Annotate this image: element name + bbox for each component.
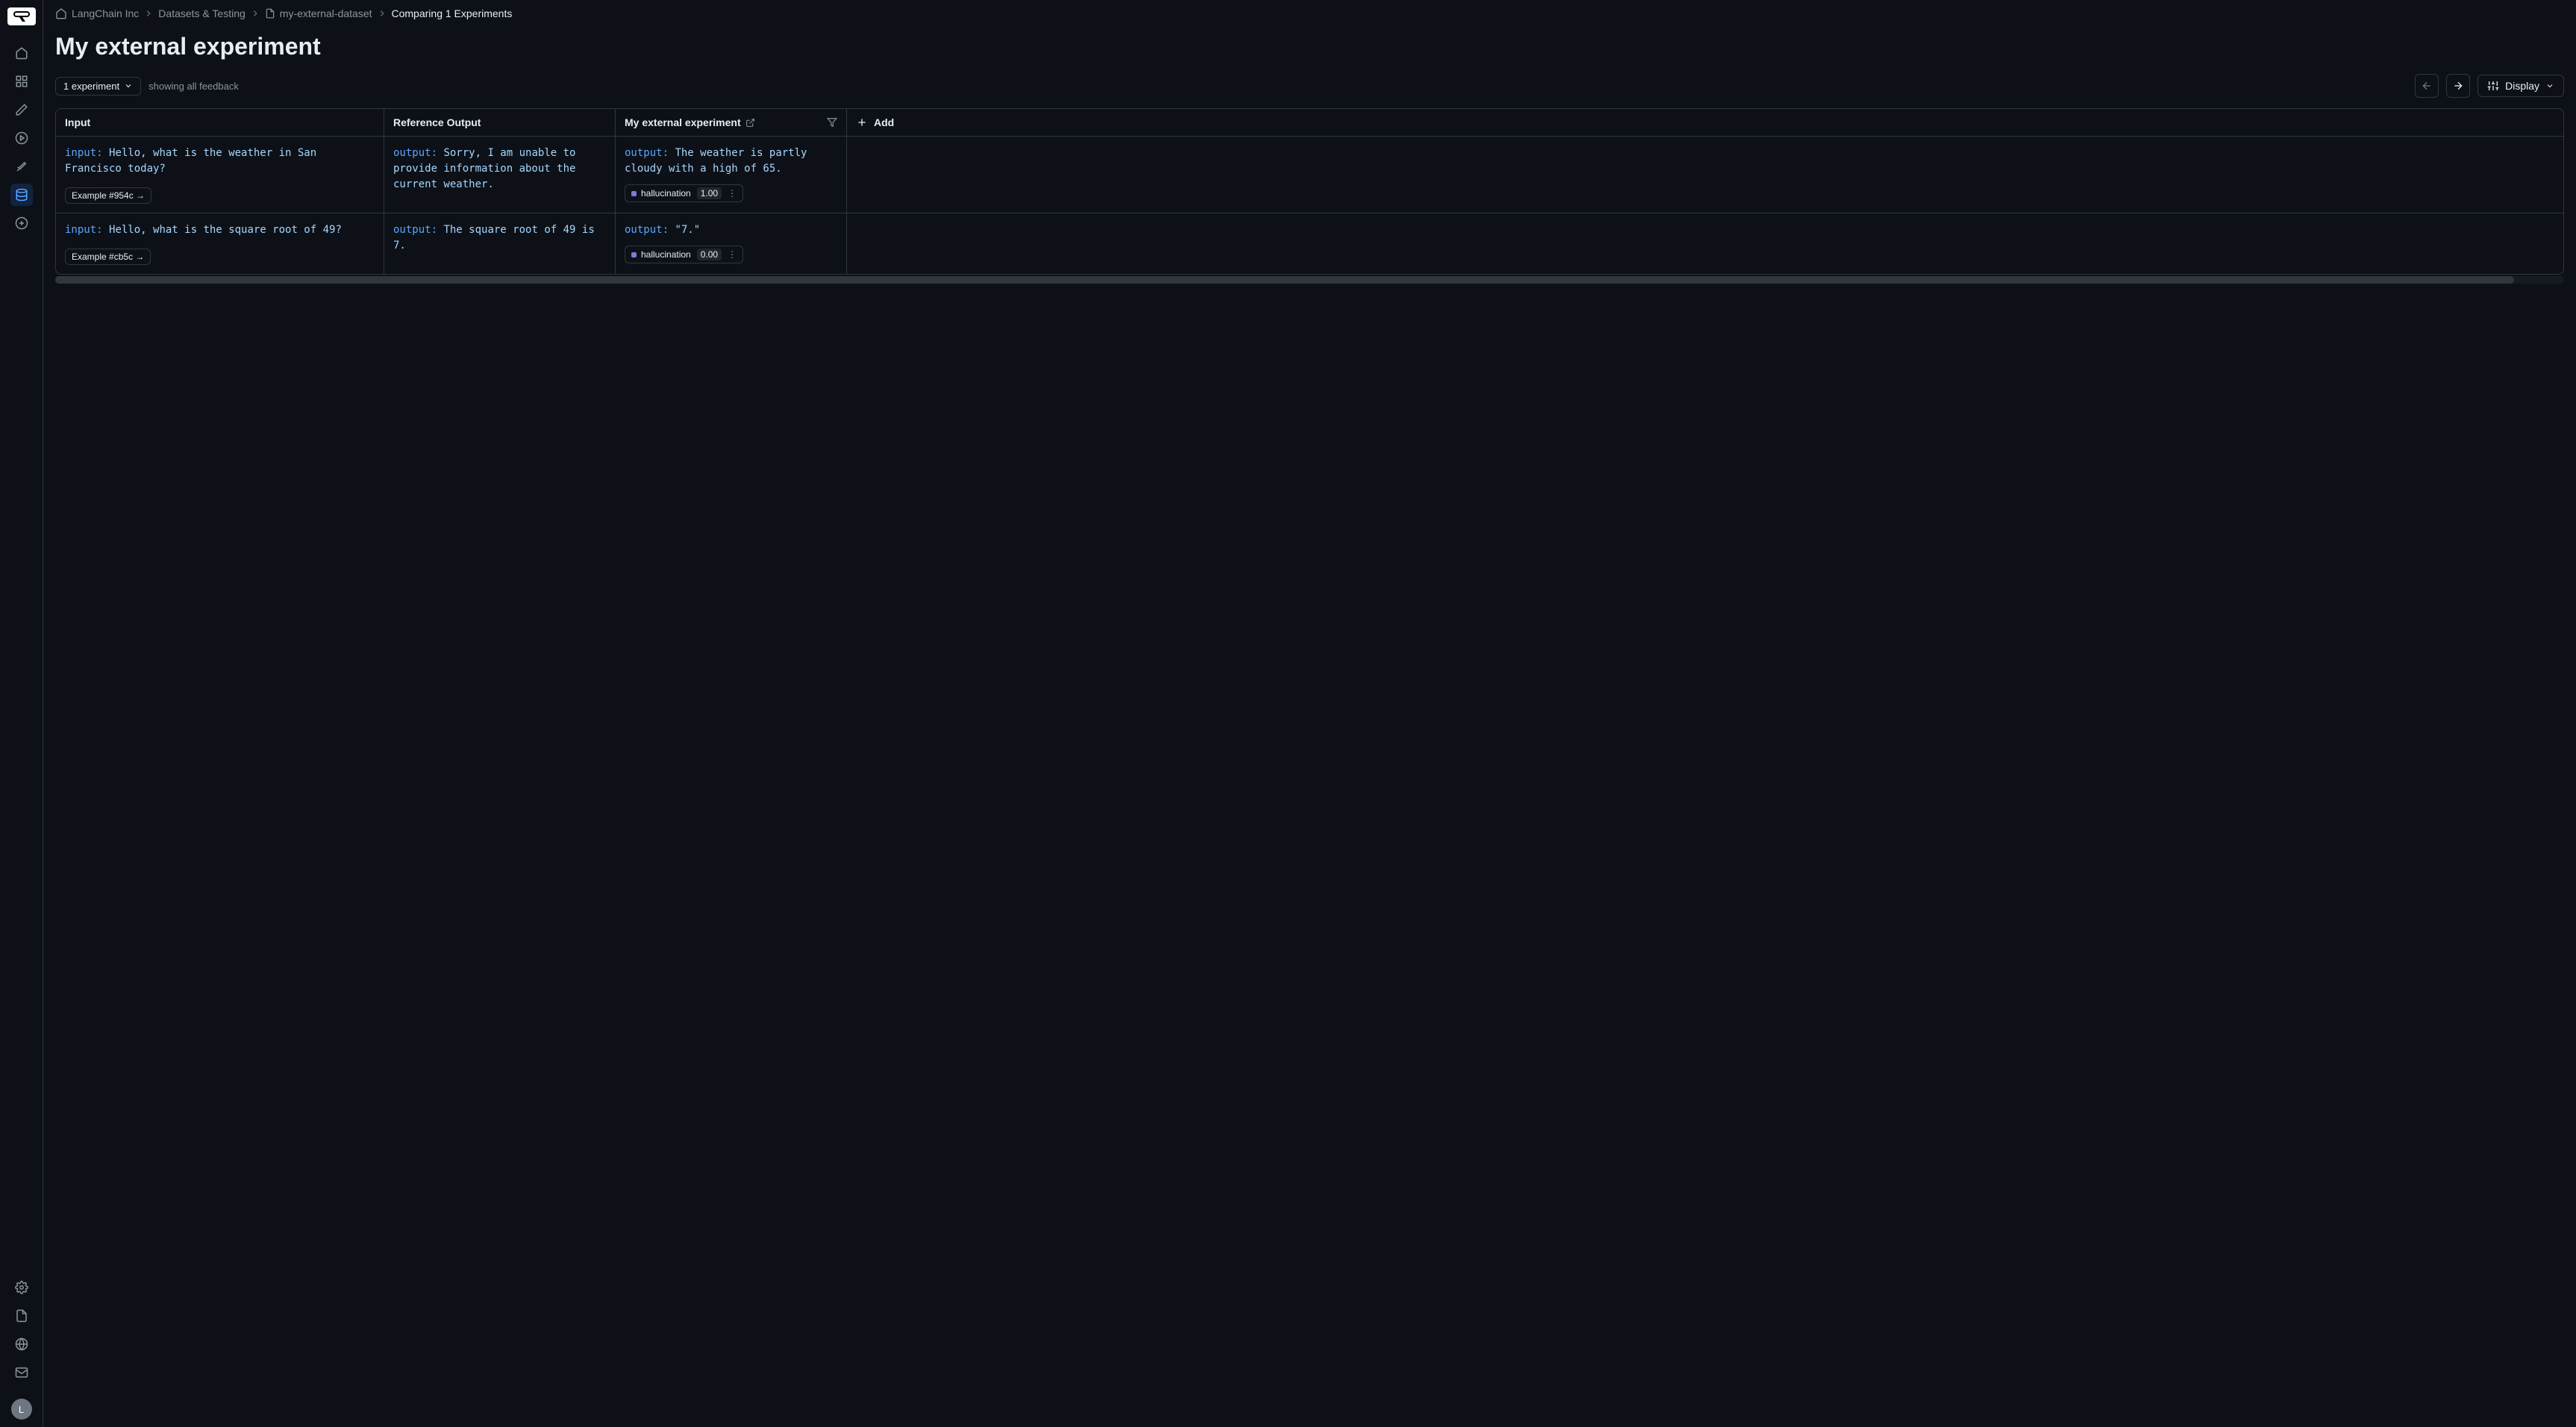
feedback-text: showing all feedback [149,81,239,92]
eval-chip: hallucination 0.00 ⋮ [625,246,743,263]
horizontal-scrollbar[interactable] [55,276,2564,284]
home-icon [15,46,28,60]
nav-mail[interactable] [10,1361,33,1384]
nav-home[interactable] [10,42,33,64]
logo-icon [13,11,30,22]
arrow-right-icon [2452,80,2464,92]
globe-icon [15,1337,28,1351]
breadcrumb-org[interactable]: LangChain Inc [72,7,139,19]
nav-datasets[interactable] [10,184,33,206]
eval-name: hallucination [641,249,691,260]
nav-edit[interactable] [10,99,33,121]
experiment-selector-label: 1 experiment [63,81,119,92]
cell-reference: output: Sorry, I am unable to provide in… [384,137,616,213]
prev-button[interactable] [2415,74,2439,98]
table-header: Input Reference Output My external exper… [56,109,2563,137]
gear-icon [15,1281,28,1294]
nav-docs[interactable] [10,1305,33,1327]
chevron-right-icon [143,8,154,19]
breadcrumb-current: Comparing 1 Experiments [392,7,513,19]
cell-experiment: output: The weather is partly cloudy wit… [616,137,847,213]
chevron-right-icon [250,8,260,19]
chevron-down-icon [2545,81,2554,90]
chevron-right-icon [377,8,387,19]
nav-globe[interactable] [10,1333,33,1355]
nav-annotate[interactable] [10,212,33,234]
column-input: Input [56,109,384,136]
output-value: "7." [675,224,700,236]
example-link[interactable]: Example #954c → [65,187,151,204]
cell-input: input: Hello, what is the weather in San… [56,137,384,213]
input-key: input: [65,147,103,159]
eval-score: 0.00 [697,249,722,260]
avatar[interactable]: L [11,1399,32,1420]
database-icon [15,188,28,202]
rocket-icon [15,160,28,173]
next-button[interactable] [2446,74,2470,98]
breadcrumb-section[interactable]: Datasets & Testing [158,7,245,19]
example-link[interactable]: Example #cb5c → [65,249,151,265]
nav-settings[interactable] [10,1276,33,1299]
input-key: input: [65,224,103,236]
page-title: My external experiment [43,27,2576,74]
table-row: input: Hello, what is the square root of… [56,213,2563,274]
external-link-icon[interactable] [745,118,755,128]
logo[interactable] [7,7,36,25]
avatar-letter: L [19,1404,24,1415]
annotation-icon [15,216,28,230]
cell-input: input: Hello, what is the square root of… [56,213,384,274]
filter-icon[interactable] [827,117,837,128]
nav-deploy[interactable] [10,155,33,178]
toolbar: 1 experiment showing all feedback Displa… [43,74,2576,108]
house-icon [55,7,67,19]
cell-empty [847,213,2563,274]
input-value: Hello, what is the weather in San Franci… [65,147,316,175]
output-key: output: [393,224,437,236]
document-icon [265,8,275,19]
play-circle-icon [15,131,28,145]
column-experiment-label: My external experiment [625,116,741,128]
input-value: Hello, what is the square root of 49? [109,224,342,236]
cell-experiment: output: "7." hallucination 0.00 ⋮ [616,213,847,274]
add-column-label: Add [874,116,894,128]
cell-empty [847,137,2563,213]
breadcrumb-dataset[interactable]: my-external-dataset [280,7,372,19]
results-table: Input Reference Output My external exper… [55,108,2564,275]
display-label: Display [2505,80,2539,92]
output-key: output: [393,147,437,159]
eval-dot-icon [631,191,637,196]
breadcrumb: LangChain Inc Datasets & Testing my-exte… [43,0,2576,27]
display-button[interactable]: Display [2477,75,2564,97]
grid-icon [15,75,28,88]
table-row: input: Hello, what is the weather in San… [56,137,2563,213]
chevron-down-icon [124,81,133,90]
arrow-left-icon [2421,80,2433,92]
mail-icon [15,1366,28,1379]
add-column-button[interactable]: Add [847,109,2563,136]
column-experiment: My external experiment [616,109,847,136]
experiment-selector[interactable]: 1 experiment [55,77,141,96]
eval-menu-button[interactable]: ⋮ [726,188,738,199]
eval-name: hallucination [641,188,691,199]
output-key: output: [625,224,669,236]
nav-apps[interactable] [10,70,33,93]
pencil-icon [15,103,28,116]
plus-icon [856,116,868,128]
cell-reference: output: The square root of 49 is 7. [384,213,616,274]
eval-score: 1.00 [697,187,722,199]
scrollbar-thumb[interactable] [55,276,2514,284]
eval-dot-icon [631,252,637,257]
eval-menu-button[interactable]: ⋮ [726,249,738,260]
file-icon [15,1309,28,1323]
sliders-icon [2487,80,2499,92]
nav-play[interactable] [10,127,33,149]
column-reference: Reference Output [384,109,616,136]
left-sidebar: L [0,0,43,1427]
output-key: output: [625,147,669,159]
eval-chip: hallucination 1.00 ⋮ [625,184,743,202]
